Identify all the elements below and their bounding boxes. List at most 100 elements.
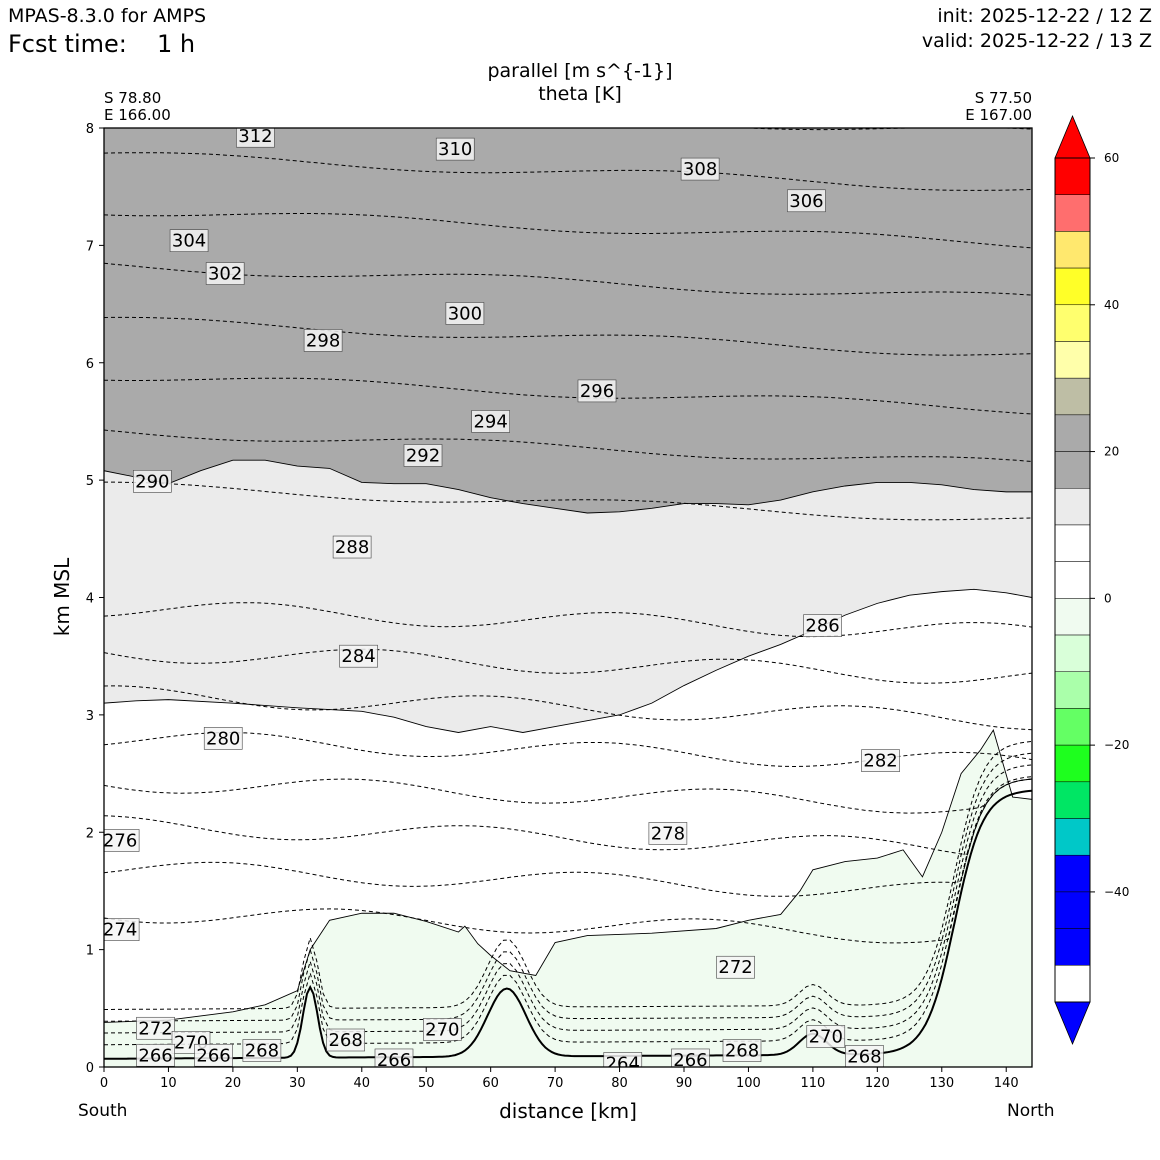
init-time: init: 2025-12-22 / 12 Z [937,5,1152,27]
x-tick-label: 20 [225,1076,242,1091]
theta-label-text: 296 [580,381,614,402]
theta-label-text: 268 [725,1041,759,1062]
theta-label-text: 294 [473,411,507,432]
right-end-lat: S 77.50 [974,89,1032,107]
theta-contour-294 [104,377,1032,415]
wind-region-negative [104,729,1032,1067]
colorbar-bin [1054,451,1091,489]
x-tick-label: 110 [800,1076,825,1091]
y-tick-label: 1 [86,944,94,959]
y-tick-label: 7 [86,239,94,254]
theta-label: 290 [133,469,172,493]
theta-label-text: 268 [847,1046,881,1067]
colorbar-over-arrow [1054,114,1091,159]
theta-label-text: 304 [172,231,206,252]
theta-label-box [787,189,826,213]
theta-contour-304 [741,128,1032,131]
theta-label-box [194,1043,233,1067]
colorbar-bin [1054,194,1091,232]
colorbar-bin [1054,561,1091,599]
theta-label: 274 [103,918,140,941]
x-tick-label: 140 [994,1076,1019,1091]
theta-label-box [104,918,140,941]
theta-label-box [332,535,372,559]
theta-label: 292 [403,444,443,467]
colorbar-tick-label: −40 [1104,885,1129,899]
theta-label-text: 284 [341,646,375,667]
theta-label-box [403,444,443,467]
theta-label: 296 [577,379,617,403]
theta-label: 270 [171,1031,211,1054]
colorbar-under-arrow [1054,1001,1091,1046]
theta-label: 284 [339,644,378,668]
theta-label-text: 310 [438,139,472,160]
theta-label-text: 278 [651,823,685,844]
theta-label: 272 [136,1016,175,1040]
theta-contour-288 [104,602,1032,638]
theta-contour-306 [104,49,1032,82]
colorbar-tick-label: 20 [1104,445,1119,459]
theta-label-text: 298 [306,330,340,351]
x-axis-label: distance [km] [499,1099,637,1123]
x-tick-label: 10 [160,1076,177,1091]
theta-label-box [845,1045,884,1067]
theta-label-box [671,1048,710,1067]
colorbar-tick-label: 0 [1104,591,1112,605]
theta-label: 306 [787,189,826,213]
theta-label: 294 [471,410,510,433]
theta-label: 298 [303,329,343,352]
theta-label: 304 [169,229,209,252]
theta-label-text: 270 [425,1019,459,1040]
theta-label: 266 [136,1043,175,1067]
x-tick-label: 50 [418,1076,435,1091]
theta-label-text: 266 [377,1050,411,1071]
x-tick-label: 40 [354,1076,371,1091]
theta-label: 270 [806,1025,846,1048]
theta-label-text: 274 [103,920,137,941]
x-tick-label: 90 [676,1076,693,1091]
colorbar-tick-label: 60 [1104,151,1119,165]
theta-label: 268 [242,1039,282,1062]
theta-label: 288 [332,535,372,559]
theta-label-box [136,1043,175,1067]
theta-contour-302 [104,152,1032,191]
x-tick-label: 130 [929,1076,954,1091]
theta-label: 266 [671,1048,710,1067]
y-tick-label: 6 [86,357,94,372]
theta-label-text: 270 [809,1026,843,1047]
theta-label-text: 288 [335,537,369,558]
left-end-lon: E 166.00 [104,106,171,124]
theta-label: 308 [680,157,720,181]
colorbar-bin [1054,524,1091,562]
theta-label: 312 [236,126,275,148]
colorbar-bin [1054,231,1091,269]
colorbar-tick-label: −20 [1104,738,1129,752]
theta-label-box [236,128,275,148]
theta-label: 276 [103,829,140,852]
theta-label-text: 312 [238,126,272,147]
theta-label: 286 [803,614,842,637]
theta-label-box [806,1025,846,1048]
theta-label: 310 [435,137,475,161]
y-tick-label: 5 [86,474,94,489]
colorbar-bin [1054,854,1091,893]
colorbar-bin [1054,341,1091,379]
x-tick-label: 100 [736,1076,761,1091]
theta-label: 270 [423,1018,462,1041]
x-tick-label: 120 [865,1076,890,1091]
colorbar-bin [1054,598,1091,636]
valid-time: valid: 2025-12-22 / 13 Z [921,30,1152,52]
theta-label: 266 [194,1043,233,1067]
theta-contour-298 [104,262,1032,296]
theta-contour-276 [104,778,1032,897]
colorbar-bin [1054,488,1091,526]
theta-label-text: 266 [196,1045,230,1066]
theta-label-text: 276 [103,830,137,851]
theta-label-box [445,302,485,325]
theta-label-box [803,614,842,637]
x-tick-label: 0 [100,1076,108,1091]
theta-label: 266 [374,1048,414,1071]
colorbar-bin [1054,377,1091,416]
theta-label-text: 266 [138,1045,172,1066]
